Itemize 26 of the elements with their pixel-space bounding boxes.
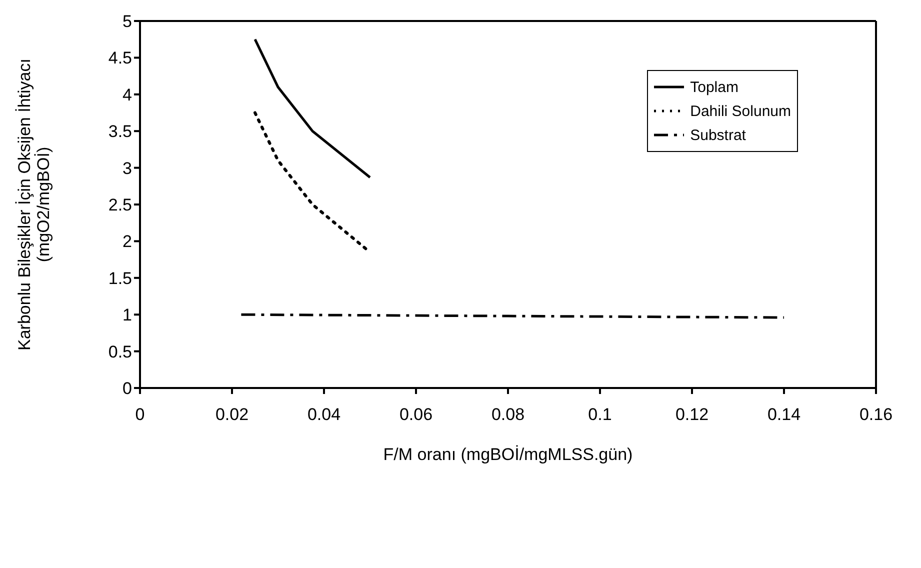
y-tick-label: 0.5 bbox=[108, 342, 132, 362]
y-tick-label: 4.5 bbox=[108, 48, 132, 68]
y-tick-label: 2 bbox=[122, 232, 132, 252]
y-tick-label: 1.5 bbox=[108, 268, 132, 288]
y-axis-title: Karbonlu Bileşikler İçin Oksijen İhtiyacı (mgO2/mgBOİ) bbox=[15, 58, 53, 350]
legend-label: Dahili Solunum bbox=[690, 102, 791, 120]
x-axis-title: F/M oranı (mgBOİ/mgMLSS.gün) bbox=[383, 445, 633, 464]
y-tick-label: 3.5 bbox=[108, 122, 132, 142]
x-tick-label: 0.1 bbox=[588, 405, 612, 424]
line-series bbox=[254, 38, 372, 179]
legend-label: Toplam bbox=[690, 78, 738, 96]
y-tick-label: 0 bbox=[122, 379, 132, 398]
y-tick-label: 5 bbox=[122, 12, 132, 32]
x-tick-label: 0.04 bbox=[307, 405, 341, 424]
x-tick-label: 0.08 bbox=[491, 405, 525, 424]
y-tick-label: 1 bbox=[122, 306, 132, 325]
y-tick-label: 3 bbox=[122, 158, 132, 178]
x-tick-label: 0.12 bbox=[675, 405, 709, 424]
x-tick-label: 0.02 bbox=[215, 405, 249, 424]
y-tick-label: 4 bbox=[122, 85, 132, 104]
x-tick-label: 0.14 bbox=[767, 405, 801, 424]
y-tick-label: 2.5 bbox=[108, 196, 132, 215]
x-tick-label: 0.06 bbox=[399, 405, 433, 424]
x-tick-label: 0.16 bbox=[859, 405, 893, 424]
x-tick-label: 0 bbox=[135, 405, 145, 424]
legend-label: Substrat bbox=[690, 126, 746, 144]
